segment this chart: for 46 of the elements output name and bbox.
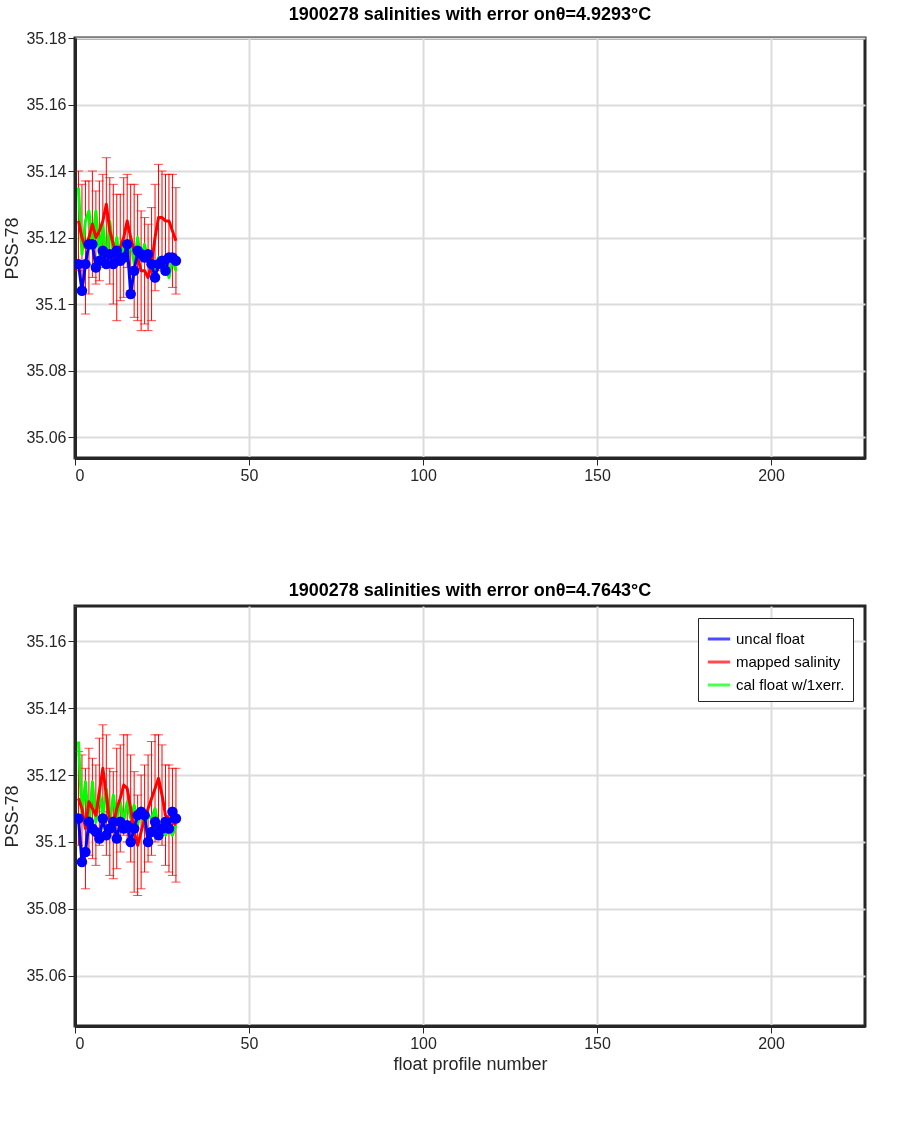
point	[149, 272, 161, 283]
point	[125, 288, 136, 300]
y-tick-label: 35.08	[26, 900, 67, 918]
legend-label: cal float w/1xerr.	[736, 676, 845, 693]
point	[76, 856, 88, 868]
point	[75, 813, 84, 824]
point	[80, 258, 91, 270]
point	[121, 238, 133, 250]
y-tick-label: 35.14	[26, 699, 67, 717]
x-tick-label: 0	[75, 466, 85, 484]
legend-label: mapped salinity	[736, 653, 841, 670]
point	[170, 813, 182, 824]
y-tick-label: 35.16	[26, 96, 67, 114]
chart-title: 1900278 salinities with error onθ=4.9293°C	[288, 4, 652, 24]
y-tick-label: 35.06	[26, 967, 67, 985]
y-axis-title: PSS-78	[2, 217, 23, 280]
y-tick-label: 35.18	[26, 29, 67, 47]
x-tick-label: 150	[584, 466, 611, 484]
y-tick-label: 35.16	[26, 632, 67, 650]
y-tick-label: 35.06	[26, 428, 67, 446]
x-tick-label: 100	[410, 1034, 437, 1052]
x-tick-label: 100	[410, 466, 437, 484]
legend-label: uncal float	[736, 630, 806, 647]
x-axis-title: float profile number	[393, 1053, 548, 1074]
x-tick-label: 50	[240, 466, 259, 484]
y-tick-label: 35.1	[35, 295, 67, 313]
x-tick-label: 200	[758, 1034, 785, 1052]
point	[170, 255, 182, 267]
x-tick-label: 50	[240, 1034, 259, 1052]
point	[128, 823, 140, 834]
y-tick-label: 35.12	[26, 229, 67, 247]
y-tick-label: 35.1	[35, 833, 67, 851]
y-tick-label: 35.14	[26, 162, 67, 180]
y-tick-label: 35.12	[26, 766, 67, 784]
y-tick-label: 35.08	[26, 362, 67, 380]
x-tick-label: 150	[584, 1034, 611, 1052]
point	[76, 285, 88, 296]
point	[142, 836, 154, 848]
point	[125, 836, 136, 848]
chart-title: 1900278 salinities with error onθ=4.7643°C	[288, 580, 652, 600]
x-tick-label: 200	[758, 466, 785, 484]
x-tick-label: 0	[75, 1034, 85, 1052]
point	[160, 265, 171, 277]
point	[97, 813, 109, 824]
y-axis-title: PSS-78	[2, 785, 23, 848]
point	[111, 833, 123, 844]
